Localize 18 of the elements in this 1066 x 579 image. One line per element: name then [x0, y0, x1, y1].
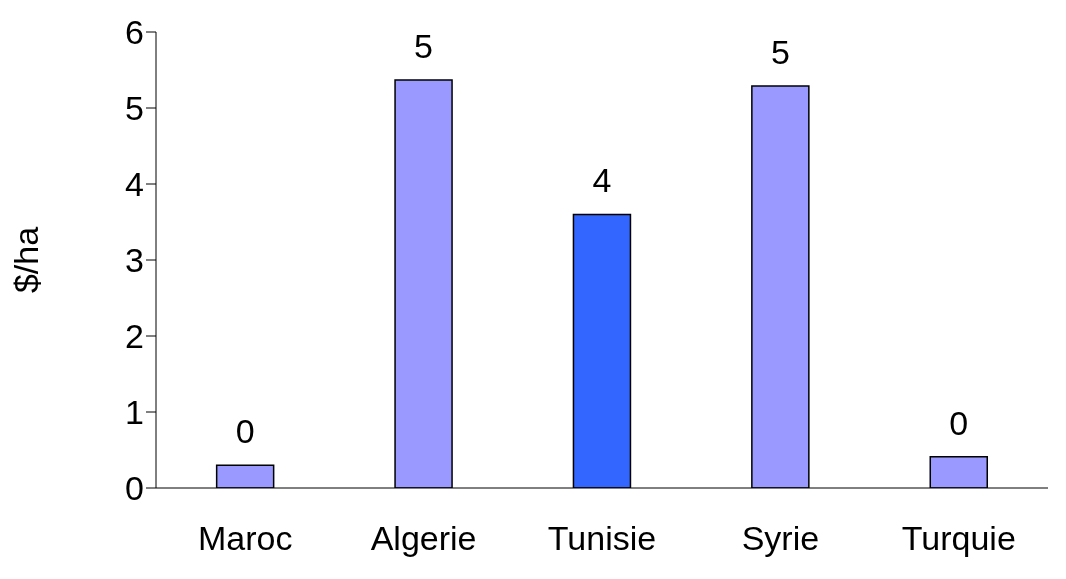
y-tick-label: 0: [125, 469, 144, 508]
y-axis-title: $/ha: [7, 226, 46, 294]
x-tick-label: Syrie: [741, 519, 820, 558]
data-label: 5: [414, 26, 434, 65]
y-tick-label: 1: [125, 393, 144, 432]
y-tick-label: 5: [125, 89, 144, 128]
data-label: 0: [235, 412, 255, 451]
data-label: 0: [949, 403, 969, 442]
y-tick-label: 4: [125, 165, 144, 204]
x-tick-label: Tunisie: [547, 519, 657, 558]
y-tick-label: 3: [125, 241, 144, 280]
data-label: 5: [770, 32, 790, 71]
x-tick-label: Algerie: [370, 519, 477, 558]
y-tick-label: 6: [125, 13, 144, 52]
y-tick-label: 2: [125, 317, 144, 356]
x-tick-label: Maroc: [197, 519, 293, 558]
x-tick-label: Turquie: [901, 519, 1016, 558]
data-label: 4: [592, 161, 612, 200]
